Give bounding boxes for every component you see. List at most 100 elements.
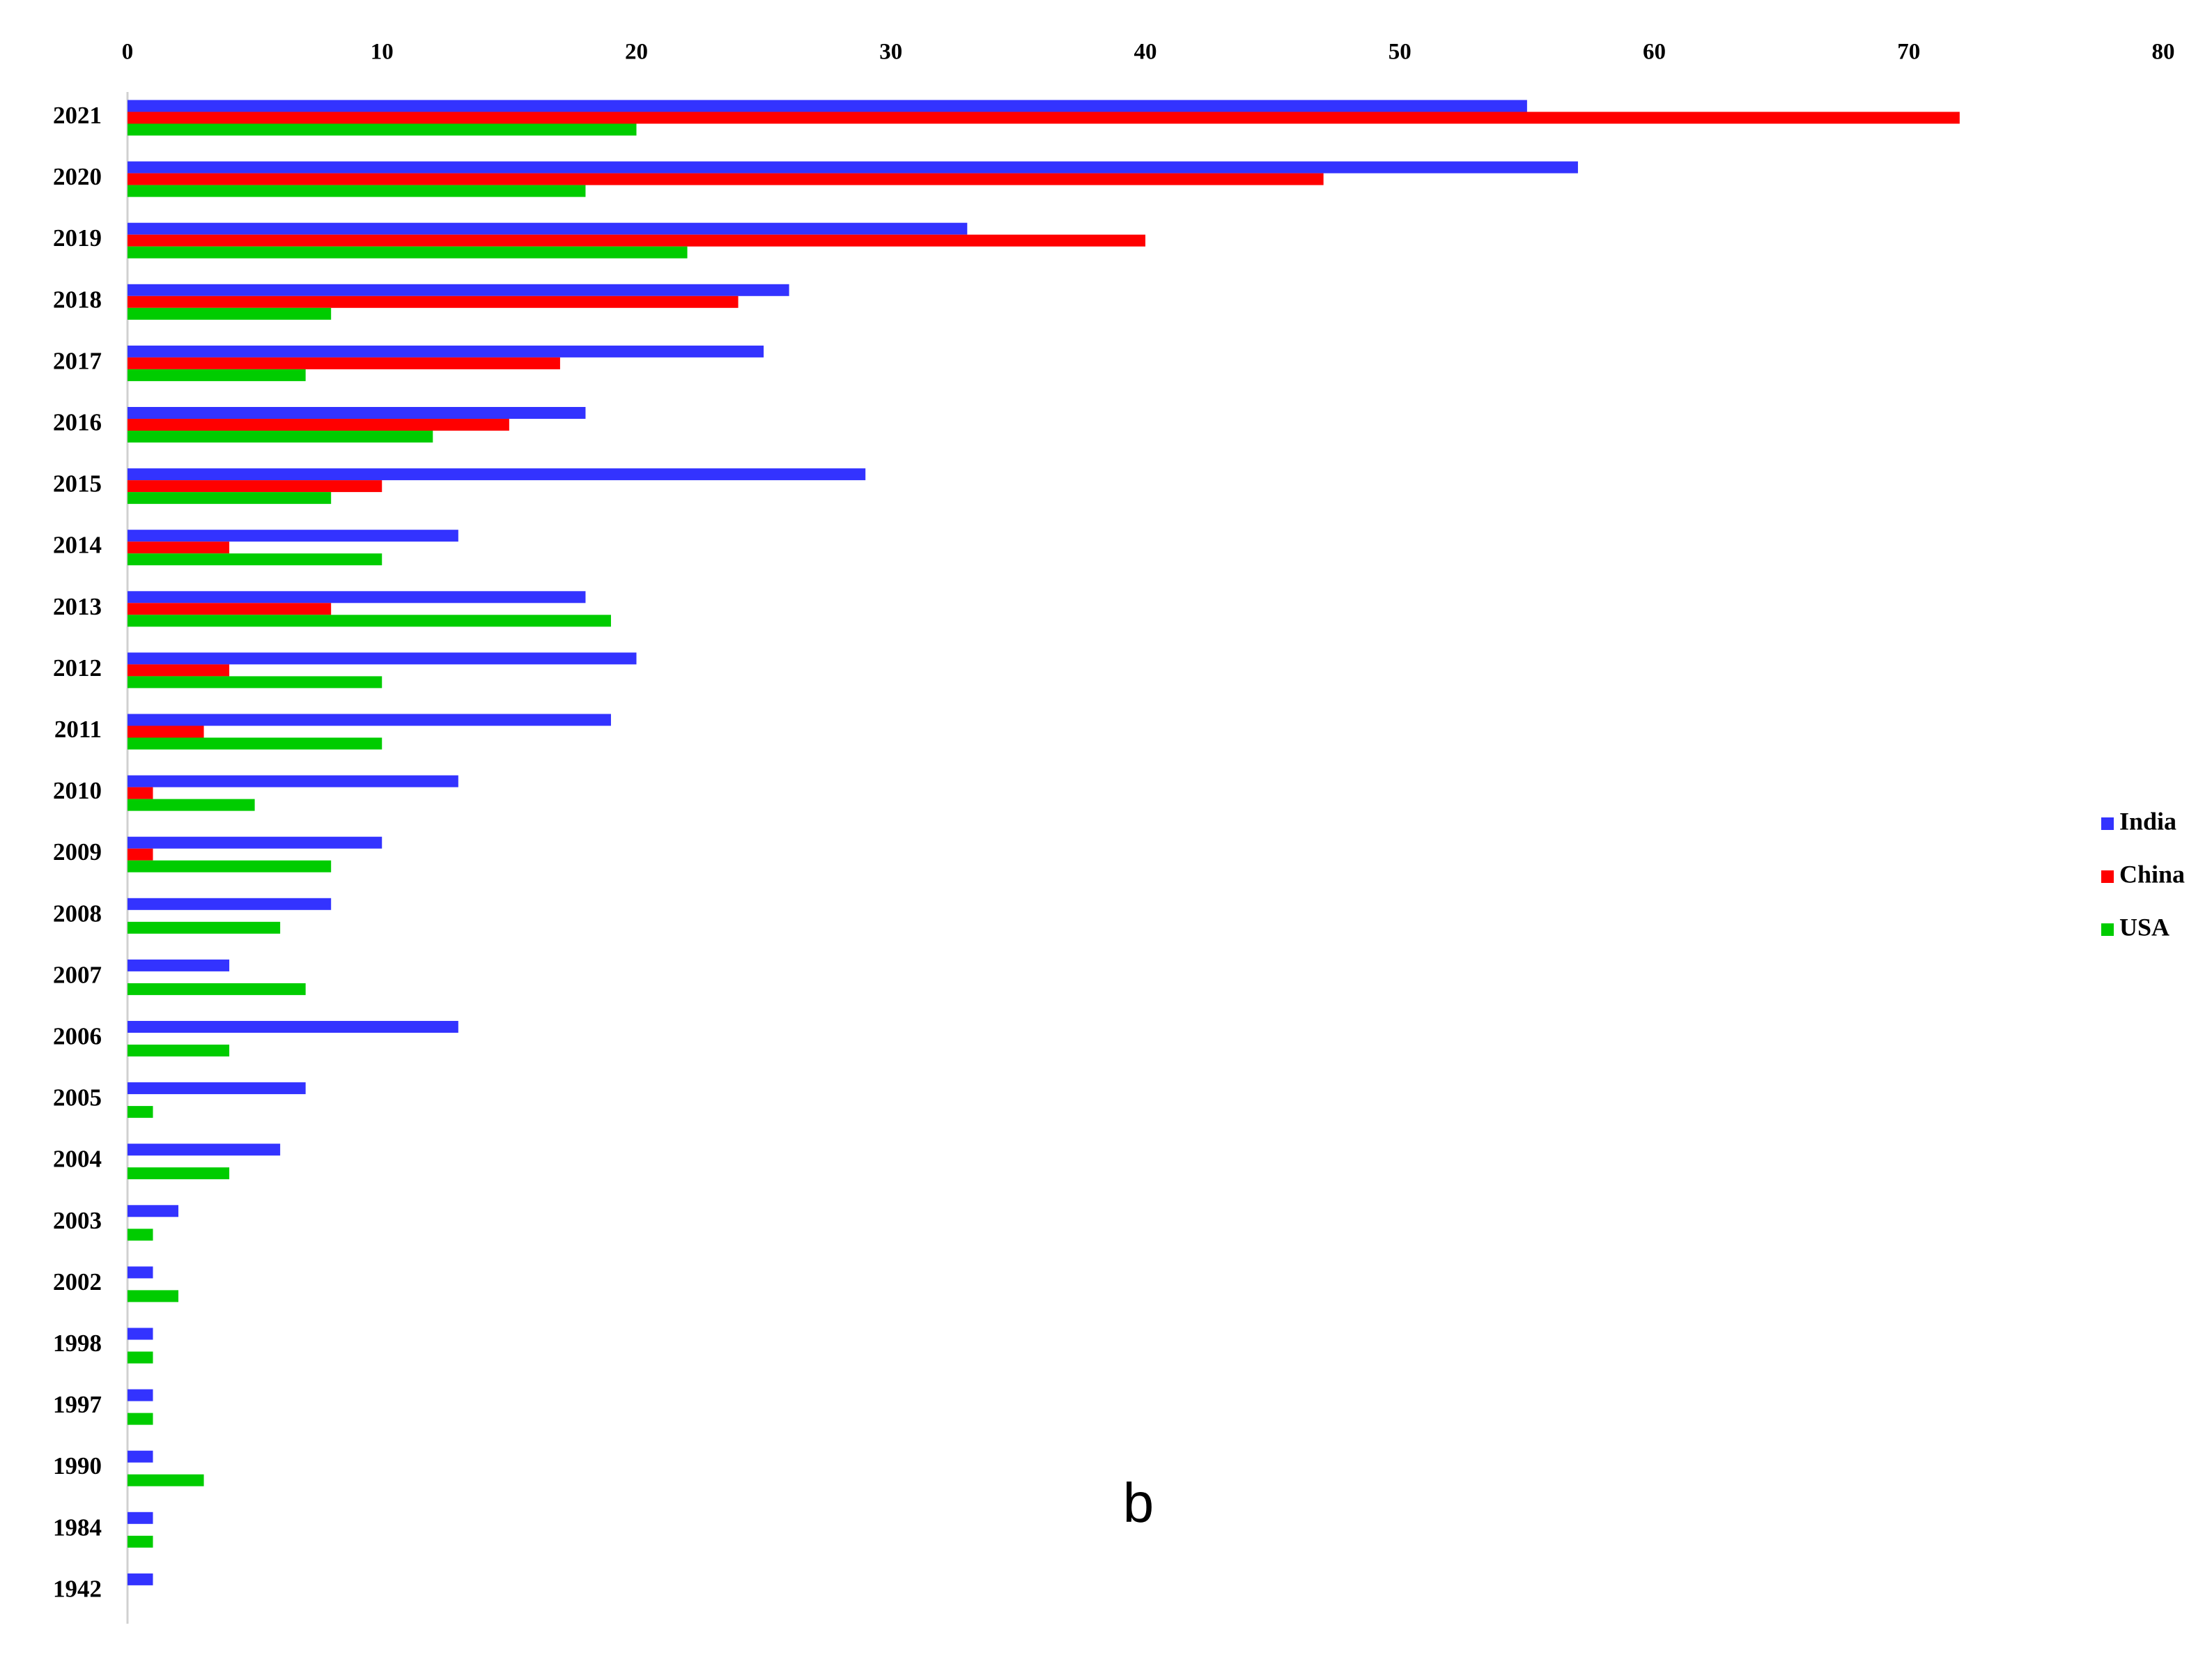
- y-tick-label: 2021: [53, 102, 102, 129]
- y-tick-label: 2011: [54, 716, 102, 743]
- bar: [127, 1229, 153, 1241]
- bar: [127, 345, 764, 357]
- bar: [127, 369, 306, 381]
- bar: [127, 1389, 153, 1401]
- y-tick-label: 2017: [53, 347, 102, 374]
- bar: [127, 1474, 204, 1486]
- bar: [127, 1167, 230, 1180]
- legend-swatch: [2101, 870, 2114, 883]
- y-tick-label: 1984: [53, 1514, 102, 1541]
- y-tick-label: 2016: [53, 409, 102, 436]
- bar: [127, 848, 153, 861]
- y-tick-label: 2019: [53, 224, 102, 252]
- bar: [127, 1328, 153, 1340]
- bar: [127, 246, 688, 259]
- bar: [127, 603, 332, 615]
- bar: [127, 1106, 153, 1118]
- y-tick-label: 2020: [53, 163, 102, 190]
- legend-label: China: [2119, 860, 2185, 888]
- bar: [127, 1045, 230, 1056]
- bar: [127, 1413, 153, 1425]
- bar: [127, 553, 382, 566]
- bar: [127, 295, 738, 308]
- bar: [127, 799, 255, 811]
- y-tick-label: 2008: [53, 900, 102, 927]
- bar: [127, 725, 204, 738]
- bar: [127, 615, 611, 627]
- x-tick-label: 20: [625, 40, 648, 65]
- y-tick-label: 2018: [53, 286, 102, 313]
- bar: [127, 541, 230, 554]
- bar: [127, 234, 1145, 247]
- bar: [127, 480, 382, 493]
- bar: [127, 123, 637, 136]
- bar: [127, 983, 306, 995]
- bar: [127, 222, 968, 235]
- bar: [127, 1290, 179, 1302]
- bar: [127, 1205, 179, 1217]
- y-tick-label: 2002: [53, 1268, 102, 1295]
- bar: [127, 173, 1324, 185]
- x-tick-label: 30: [879, 40, 902, 65]
- bar: [127, 591, 586, 603]
- bar: [127, 431, 433, 443]
- bar: [127, 284, 789, 296]
- y-tick-label: 2015: [53, 470, 102, 498]
- bar: [127, 860, 332, 872]
- y-tick-label: 1998: [53, 1330, 102, 1357]
- legend-swatch: [2101, 923, 2114, 936]
- y-tick-label: 2009: [53, 838, 102, 866]
- y-tick-label: 2014: [53, 532, 102, 559]
- x-tick-label: 70: [1897, 40, 1920, 65]
- y-tick-label: 1997: [53, 1391, 102, 1418]
- bar: [127, 1450, 153, 1463]
- bar: [127, 419, 509, 431]
- x-tick-label: 80: [2152, 40, 2175, 65]
- bar: [127, 1021, 458, 1033]
- x-tick-label: 0: [122, 40, 134, 65]
- bar: [127, 530, 458, 542]
- bar: [127, 111, 1960, 124]
- bar: [127, 787, 153, 799]
- x-tick-label: 40: [1134, 40, 1157, 65]
- bar: [127, 737, 382, 750]
- bar: [127, 357, 560, 369]
- bar: [127, 161, 1578, 174]
- y-tick-label: 1942: [53, 1575, 102, 1602]
- bar: [127, 836, 382, 849]
- bar: [127, 714, 611, 726]
- bar: [127, 1082, 306, 1095]
- bar: [127, 676, 382, 689]
- legend-swatch: [2101, 817, 2114, 830]
- bar: [127, 921, 281, 934]
- bar: [127, 1266, 153, 1279]
- y-tick-label: 2006: [53, 1023, 102, 1050]
- bar: [127, 1573, 153, 1585]
- bar: [127, 1535, 153, 1548]
- y-tick-label: 2010: [53, 777, 102, 804]
- x-tick-label: 50: [1389, 40, 1411, 65]
- y-tick-label: 2007: [53, 961, 102, 988]
- bar: [127, 307, 332, 320]
- bar: [127, 492, 332, 505]
- legend-label: India: [2119, 807, 2176, 835]
- bar: [127, 407, 586, 419]
- x-tick-label: 10: [371, 40, 394, 65]
- y-tick-label: 2005: [53, 1084, 102, 1112]
- bar: [127, 664, 230, 677]
- bar: [127, 185, 586, 197]
- bar: [127, 959, 230, 971]
- y-tick-label: 2004: [53, 1146, 102, 1173]
- legend-label: USA: [2119, 913, 2170, 941]
- y-tick-label: 2012: [53, 654, 102, 682]
- bar: [127, 1144, 281, 1156]
- bar: [127, 775, 458, 787]
- bar: [127, 468, 866, 481]
- bar: [127, 1351, 153, 1364]
- y-tick-label: 1990: [53, 1452, 102, 1479]
- y-tick-label: 2003: [53, 1207, 102, 1234]
- y-tick-label: 2013: [53, 593, 102, 620]
- bar: [127, 652, 637, 665]
- x-tick-label: 60: [1643, 40, 1666, 65]
